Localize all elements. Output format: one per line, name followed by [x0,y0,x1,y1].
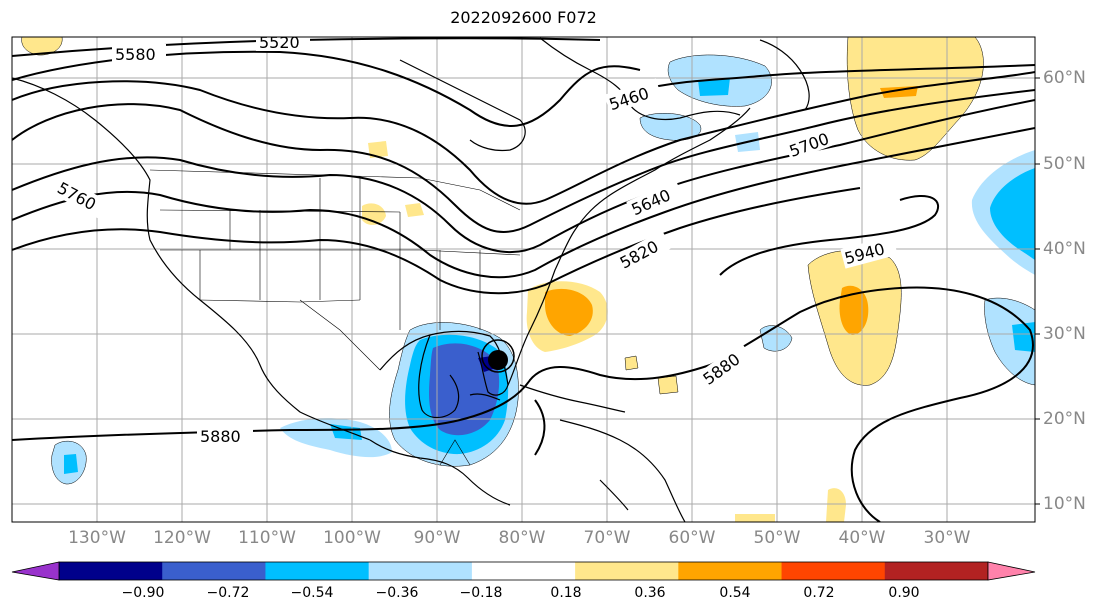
colorbar-tick-label: 0.18 [550,585,582,601]
colorbar-tick-label: 0.54 [719,585,751,601]
lat-tick-label: 20°N [1043,409,1086,429]
contour-label: 5880 [200,427,241,446]
lon-tick-label: 100°W [323,528,381,548]
colorbar-extend-max [987,561,1036,581]
colorbar-tick-label: 0.72 [803,585,835,601]
colorbar-cell [781,562,886,580]
graticule [12,37,1035,522]
lon-tick-label: 110°W [238,528,296,548]
map-panel: 5580 5520 5460 5700 5640 5760 5820 5940 … [12,33,1035,522]
lon-tick-label: 80°W [498,528,546,548]
colorbar-cell [368,562,473,580]
colorbar-extend-min [11,561,60,581]
lat-tick-label: 30°N [1043,324,1086,344]
map-frame [11,36,1036,523]
colorbar-tick-label: 0.90 [888,585,920,601]
colorbar-cell [162,562,266,580]
lon-tick-label: 130°W [68,528,126,548]
colorbar-cell [678,562,783,580]
lon-tick-label: 50°W [753,528,801,548]
colorbar-cell [884,562,989,580]
lon-tick-label: 120°W [153,528,211,548]
colorbar-tick-label: −0.36 [375,585,419,601]
anomaly-shading [21,37,1035,522]
contour-label: 5520 [259,33,300,52]
colorbar-cell [59,562,163,580]
lon-tick-label: 40°W [838,528,886,548]
colorbar-cell [265,562,370,580]
lon-tick-label: 70°W [583,528,631,548]
lon-tick-label: 90°W [413,528,461,548]
colorbar-tick-label: −0.54 [290,585,334,601]
hurricane-center-marker [481,339,515,373]
lon-tick-label: 60°W [668,528,716,548]
map-title: 2022092600 F072 [450,8,597,27]
lon-tick-label: 30°W [923,528,971,548]
colorbar-tick-label: 0.36 [634,585,666,601]
contour-label: 5580 [115,45,156,64]
colorbar-cell [575,562,679,580]
lat-tick-label: 10°N [1043,494,1086,514]
colorbar-tick-label: −0.18 [459,585,503,601]
colorbar-tick-label: −0.72 [206,585,250,601]
colorbar [11,561,1036,581]
lat-tick-label: 40°N [1043,239,1086,259]
colorbar-tick-label: −0.90 [121,585,165,601]
lat-tick-label: 60°N [1043,68,1086,88]
lat-tick-label: 50°N [1043,154,1086,174]
colorbar-cell [471,562,576,580]
